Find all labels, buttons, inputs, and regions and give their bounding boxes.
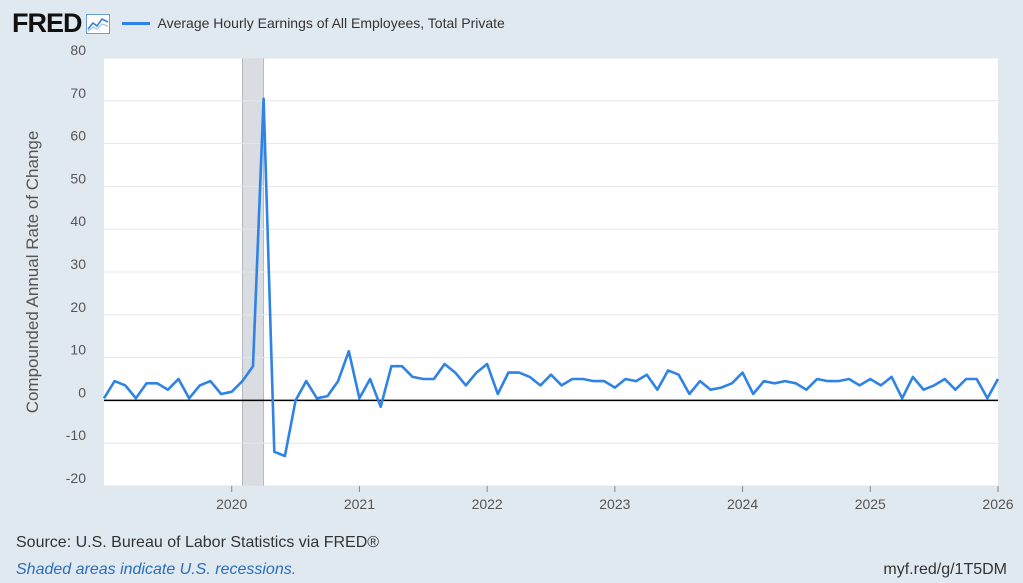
y-tick-label: 30 [70,256,86,272]
x-tick-label: 2022 [472,496,503,512]
y-axis-ticks: 80 70 60 50 40 30 20 10 0 -10 -20 [66,42,86,486]
y-tick-label: 10 [70,342,86,358]
y-tick-label: 70 [70,85,86,101]
y-tick-label: -10 [66,427,86,443]
line-chart: 80 70 60 50 40 30 20 10 0 -10 -20 2020 2021 2022 2023… [23,42,1014,512]
legend-swatch [121,21,150,25]
chart-header: FRED Average Hourly Earnings of All Empl… [12,6,505,40]
y-tick-label: 0 [78,384,86,400]
x-tick-label: 2021 [344,496,375,512]
y-tick-label: 50 [70,170,86,186]
source-note: Source: U.S. Bureau of Labor Statistics … [16,534,380,551]
y-tick-label: 40 [70,213,86,229]
series-line[interactable] [102,97,1000,458]
legend-label: Average Hourly Earnings of All Employees… [157,15,505,31]
y-tick-label: 80 [70,42,86,58]
y-tick-label: 60 [70,128,86,144]
x-tick-label: 2024 [727,496,758,512]
fred-logo[interactable]: FRED [12,7,82,38]
y-axis-label: Compounded Annual Rate of Change [23,131,42,414]
x-tick-label: 2025 [855,496,886,512]
x-tick-label: 2026 [982,496,1013,512]
x-tick-label: 2020 [216,496,247,512]
short-url[interactable]: myf.red/g/1T5DM [883,561,1007,578]
line-graph-icon [85,14,110,34]
x-axis-ticks: 2020 2021 2022 2023 2024 2025 2026 [216,486,1014,512]
recession-note[interactable]: Shaded areas indicate U.S. recessions. [16,561,297,578]
y-tick-label: -20 [66,470,86,486]
y-tick-label: 20 [70,299,86,315]
x-tick-label: 2023 [599,496,630,512]
